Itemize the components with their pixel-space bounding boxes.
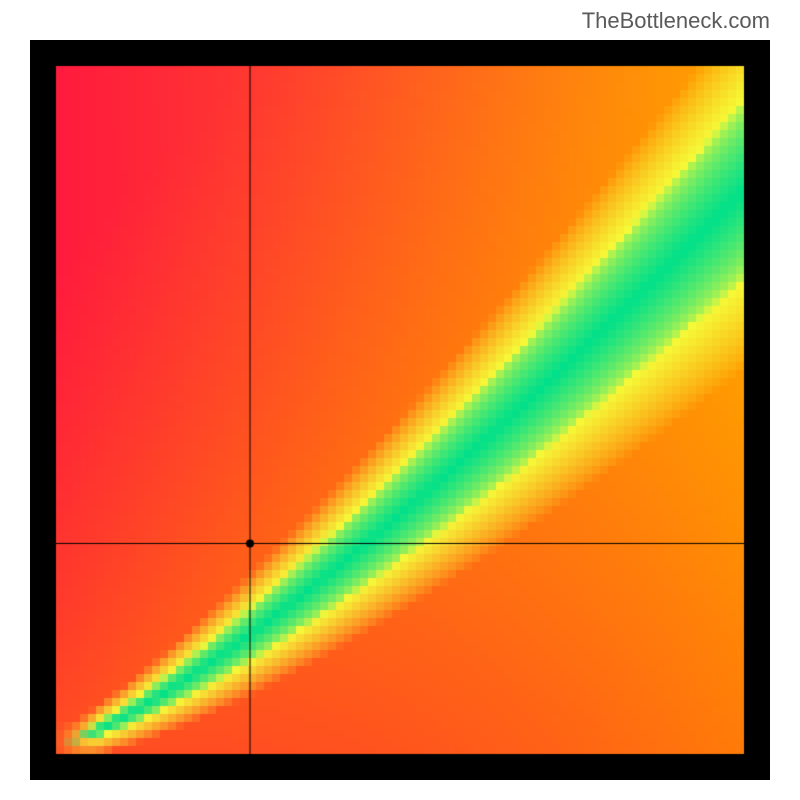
chart-frame xyxy=(30,40,770,780)
heatmap-canvas xyxy=(30,40,770,780)
watermark-text: TheBottleneck.com xyxy=(582,8,770,34)
